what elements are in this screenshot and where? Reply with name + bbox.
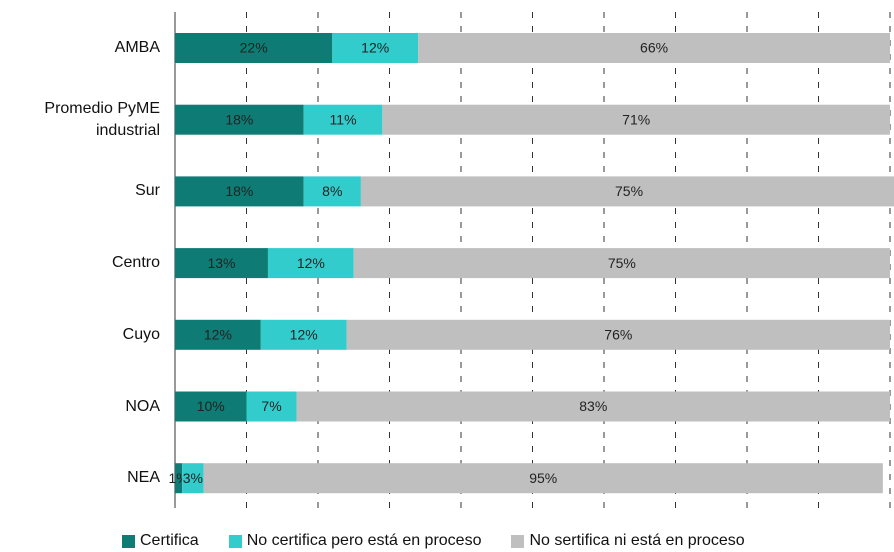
- legend-label: No sertifica ni está en proceso: [529, 532, 745, 549]
- category-label: Sur: [135, 182, 160, 200]
- value-label: 75%: [615, 183, 643, 199]
- bar-segment: [203, 463, 883, 494]
- value-label: 12%: [290, 327, 318, 343]
- value-label: 11%: [330, 111, 357, 127]
- value-label: 3%: [183, 470, 203, 486]
- value-label: 75%: [608, 255, 636, 271]
- category-label: NOA: [125, 397, 160, 415]
- bar-segment: [303, 104, 383, 135]
- value-label: 18%: [225, 111, 253, 127]
- category-label: NEA: [127, 469, 160, 487]
- bar-segment: [346, 319, 891, 350]
- value-label: 12%: [204, 327, 232, 343]
- value-label: 71%: [622, 111, 650, 127]
- category-label: Cuyo: [122, 325, 160, 343]
- bar-segment: [175, 104, 304, 135]
- value-label: 83%: [579, 398, 607, 414]
- bar-segment: [246, 391, 297, 422]
- bar-segment: [175, 319, 261, 350]
- value-label: 7%: [261, 398, 281, 414]
- bar-segment: [175, 248, 268, 279]
- bar-segment: [267, 248, 354, 279]
- bar-segment: [175, 33, 333, 63]
- value-label: 13%: [207, 255, 235, 271]
- value-label: 8%: [322, 183, 342, 199]
- category-label: Promedio PyME industrial: [44, 99, 160, 139]
- value-label: 18%: [225, 183, 253, 199]
- bar-segment: [175, 391, 247, 422]
- legend-swatch: [122, 534, 135, 548]
- category-label: Centro: [111, 254, 160, 272]
- value-label: 12%: [297, 255, 325, 271]
- value-label: 10%: [197, 398, 225, 414]
- bar-segment: [418, 33, 890, 63]
- value-label: 76%: [604, 327, 632, 343]
- bar-segment: [303, 176, 361, 207]
- value-label: 66%: [640, 40, 668, 56]
- value-label: 22%: [240, 40, 268, 56]
- bar-segment: [353, 248, 890, 279]
- value-label: 95%: [529, 470, 557, 486]
- legend-swatch: [511, 534, 525, 548]
- legend-swatch: [228, 534, 242, 548]
- value-label: 12%: [361, 40, 389, 56]
- bar-segment: [260, 319, 347, 350]
- category-label: AMBA: [114, 39, 160, 56]
- bar-segment: [360, 176, 894, 207]
- bar-segment: [182, 463, 204, 494]
- legend-label: Certifica: [140, 532, 199, 549]
- bar-segment: [175, 176, 304, 207]
- legend-item: No certifica pero está en proceso: [228, 532, 482, 550]
- bar-segment: [175, 463, 183, 494]
- legend: Certifica No certifica pero está en proce…: [122, 532, 745, 550]
- bar-segment: [332, 33, 419, 63]
- legend-item: Certifica: [122, 532, 199, 550]
- bar-segment: [382, 104, 890, 135]
- bar-segment: [296, 391, 890, 422]
- legend-label: No certifica pero está en proceso: [246, 532, 482, 549]
- legend-item: No sertifica ni está en proceso: [511, 532, 745, 550]
